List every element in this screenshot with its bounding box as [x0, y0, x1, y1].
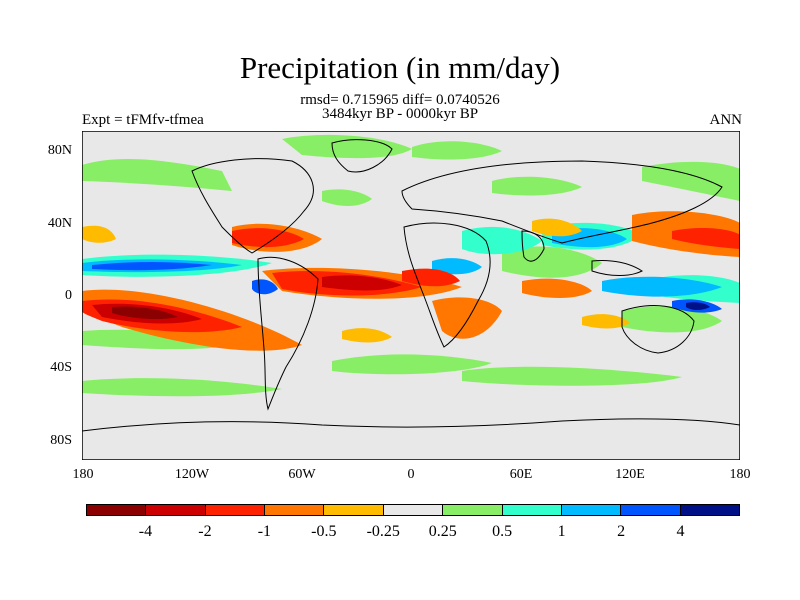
y-tick-80s: 80S: [50, 433, 72, 448]
contour-pos-small: [82, 134, 740, 397]
colorbar-swatch: [502, 505, 562, 515]
colorbar-label: -4: [138, 523, 153, 540]
x-tick-120w: 120W: [174, 467, 210, 482]
y-tick-40n: 40N: [47, 216, 72, 231]
contour-pos-max: [686, 302, 710, 310]
colorbar-swatch: [383, 505, 444, 515]
x-tick-60e: 60E: [509, 467, 533, 482]
contour-neg-max: [112, 306, 178, 320]
x-tick-60w: 60W: [288, 467, 316, 482]
colorbar-swatch: [621, 505, 681, 515]
period-subtitle: 3484kyr BP - 0000kyr BP: [321, 106, 479, 122]
colorbar-swatch: [205, 505, 266, 515]
colorbar-label: 2: [617, 523, 626, 540]
precipitation-map: [82, 131, 740, 460]
colorbar-swatch: [324, 505, 384, 515]
y-tick-80n: 80N: [47, 143, 72, 158]
colorbar-swatch: [680, 505, 739, 515]
y-tick-0: 0: [65, 288, 72, 303]
experiment-label: Expt = tFMfv-tfmea: [82, 112, 204, 128]
y-tick-40s: 40S: [50, 360, 72, 375]
contour-neg-small: [82, 218, 630, 343]
stats-subtitle: rmsd= 0.715965 diff= 0.0740526: [300, 92, 500, 108]
colorbar-swatch: [561, 505, 622, 515]
map-title: Precipitation (in mm/day): [239, 50, 561, 85]
colorbar-label: 0.25: [428, 523, 457, 540]
colorbar-label: -2: [198, 523, 212, 540]
coastlines: [82, 139, 740, 432]
colorbar-swatch: [87, 505, 147, 515]
x-tick-180w: 180: [72, 467, 94, 482]
colorbar-label: -0.5: [311, 523, 337, 540]
colorbar-label: 1: [557, 523, 566, 540]
colorbar: [86, 504, 740, 516]
colorbar-label: -1: [257, 523, 272, 540]
colorbar-label: -0.25: [366, 523, 400, 540]
colorbar-swatch: [146, 505, 206, 515]
colorbar-label: 4: [676, 523, 685, 540]
colorbar-swatch: [443, 505, 503, 515]
colorbar-label: 0.5: [492, 523, 513, 540]
season-label: ANN: [709, 112, 743, 128]
colorbar-swatch: [265, 505, 325, 515]
x-tick-0: 0: [407, 467, 415, 482]
x-tick-180e: 180: [729, 467, 751, 482]
x-tick-120e: 120E: [615, 467, 645, 482]
